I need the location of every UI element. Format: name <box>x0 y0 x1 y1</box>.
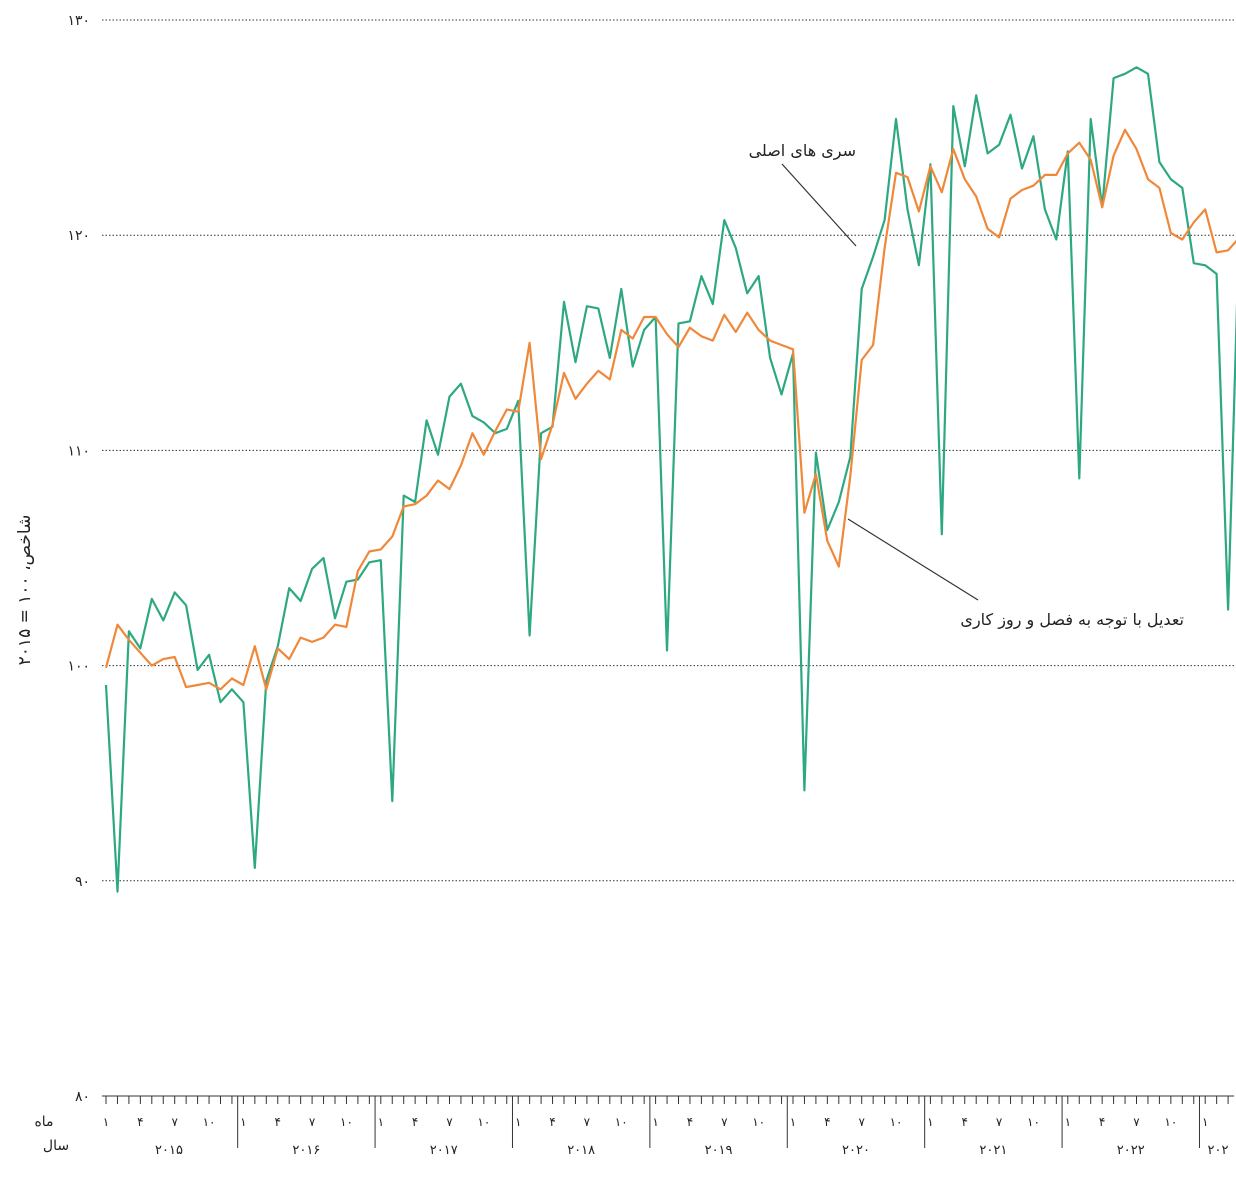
year-tick-label: ۲۰۱۵ <box>155 1143 183 1158</box>
y-tick-label: ۱۳۰ <box>67 13 90 29</box>
month-tick-label: ۱ <box>378 1115 384 1129</box>
month-tick-label: ۱۰ <box>1164 1115 1177 1129</box>
y-axis-label: شاخص، ۱۰۰ = ۲۰۱۵ <box>15 515 35 666</box>
annotations: سری های اصلی تعدیل با توجه به فصل و روز ک… <box>749 141 1184 630</box>
month-tick-label: ۱ <box>1202 1115 1208 1129</box>
year-tick-label: ۲۰۱۶ <box>292 1143 320 1158</box>
month-tick-label: ۱ <box>240 1115 246 1129</box>
month-tick-label: ۱۰ <box>890 1115 903 1129</box>
month-axis-label: ماه <box>34 1114 53 1130</box>
year-axis-label: سال <box>43 1138 69 1154</box>
y-tick-label: ۱۱۰ <box>67 443 90 459</box>
year-tick-label: ۲۰۱۷ <box>430 1143 458 1158</box>
annotation-label: سری های اصلی <box>749 141 856 161</box>
month-tick-label: ۴ <box>824 1115 830 1129</box>
month-tick-label: ۴ <box>1099 1115 1105 1129</box>
month-tick-label: ۱ <box>515 1115 521 1129</box>
month-tick-label: ۷ <box>584 1115 591 1129</box>
month-tick-label: ۷ <box>1133 1115 1140 1129</box>
year-tick-label: ۲۰۲۱ <box>979 1143 1007 1158</box>
month-tick-label: ۴ <box>412 1115 418 1129</box>
month-tick-label: ۴ <box>962 1115 968 1129</box>
month-tick-label: ۱۰ <box>477 1115 490 1129</box>
y-tick-label: ۹۰ <box>75 874 90 890</box>
month-tick-label: ۱۰ <box>203 1115 216 1129</box>
year-tick-label: ۲۰۲۲ <box>1117 1143 1145 1158</box>
year-tick-label: ۲۰۱۹ <box>705 1143 733 1158</box>
y-tick-label: ۱۰۰ <box>67 659 90 675</box>
month-tick-label: ۱ <box>790 1115 796 1129</box>
month-tick-label: ۱ <box>927 1115 933 1129</box>
month-tick-label: ۱۰ <box>615 1115 628 1129</box>
y-tick-labels: ۸۰ ۹۰ ۱۰۰ ۱۱۰ ۱۲۰ ۱۳۰ <box>67 13 90 1105</box>
month-tick-label: ۷ <box>309 1115 316 1129</box>
year-tick-label: ۲۰۱۸ <box>567 1143 595 1158</box>
month-tick-label: ۴ <box>275 1115 281 1129</box>
y-tick-label: ۸۰ <box>75 1089 90 1105</box>
month-tick-label: ۴ <box>549 1115 555 1129</box>
month-tick-label: ۷ <box>171 1115 178 1129</box>
year-tick-label: ۲۰۲ <box>1208 1143 1229 1158</box>
month-tick-label: ۷ <box>996 1115 1003 1129</box>
month-tick-label: ۷ <box>446 1115 453 1129</box>
series-line <box>104 128 1236 691</box>
annotation-label: تعدیل با توجه به فصل و روز کاری <box>960 610 1184 630</box>
month-tick-label: ۱ <box>103 1115 109 1129</box>
month-tick-label: ۱۰ <box>340 1115 353 1129</box>
annotation-leader-line <box>847 518 979 601</box>
series-lines <box>104 66 1236 893</box>
annotation-leader-line <box>781 163 857 247</box>
y-tick-label: ۱۲۰ <box>67 228 90 244</box>
month-tick-label: ۱ <box>652 1115 658 1129</box>
month-tick-label: ۱۰ <box>1027 1115 1040 1129</box>
month-tick-label: ۱ <box>1065 1115 1071 1129</box>
year-tick-label: ۲۰۲۰ <box>842 1143 870 1158</box>
month-tick-label: ۴ <box>137 1115 143 1129</box>
series-line <box>104 66 1236 893</box>
month-tick-label: ۴ <box>687 1115 693 1129</box>
month-tick-label: ۷ <box>721 1115 728 1129</box>
x-axis: ۱ ۴ ۷ ۱۰ ۲۰۱۵ ۱ ۴ ۷ ۱۰ ۲۰۱۶ ۱ ۴ ۷ ۱۰ ۲۰۱۷ ۱ ۴ ۷ ۱۰ ۲۰۱۸ ۱ ۴ ۷ ۱… <box>102 1095 1234 1158</box>
grid-lines <box>102 19 1234 882</box>
month-tick-label: ۱۰ <box>752 1115 765 1129</box>
month-tick-label: ۷ <box>858 1115 865 1129</box>
